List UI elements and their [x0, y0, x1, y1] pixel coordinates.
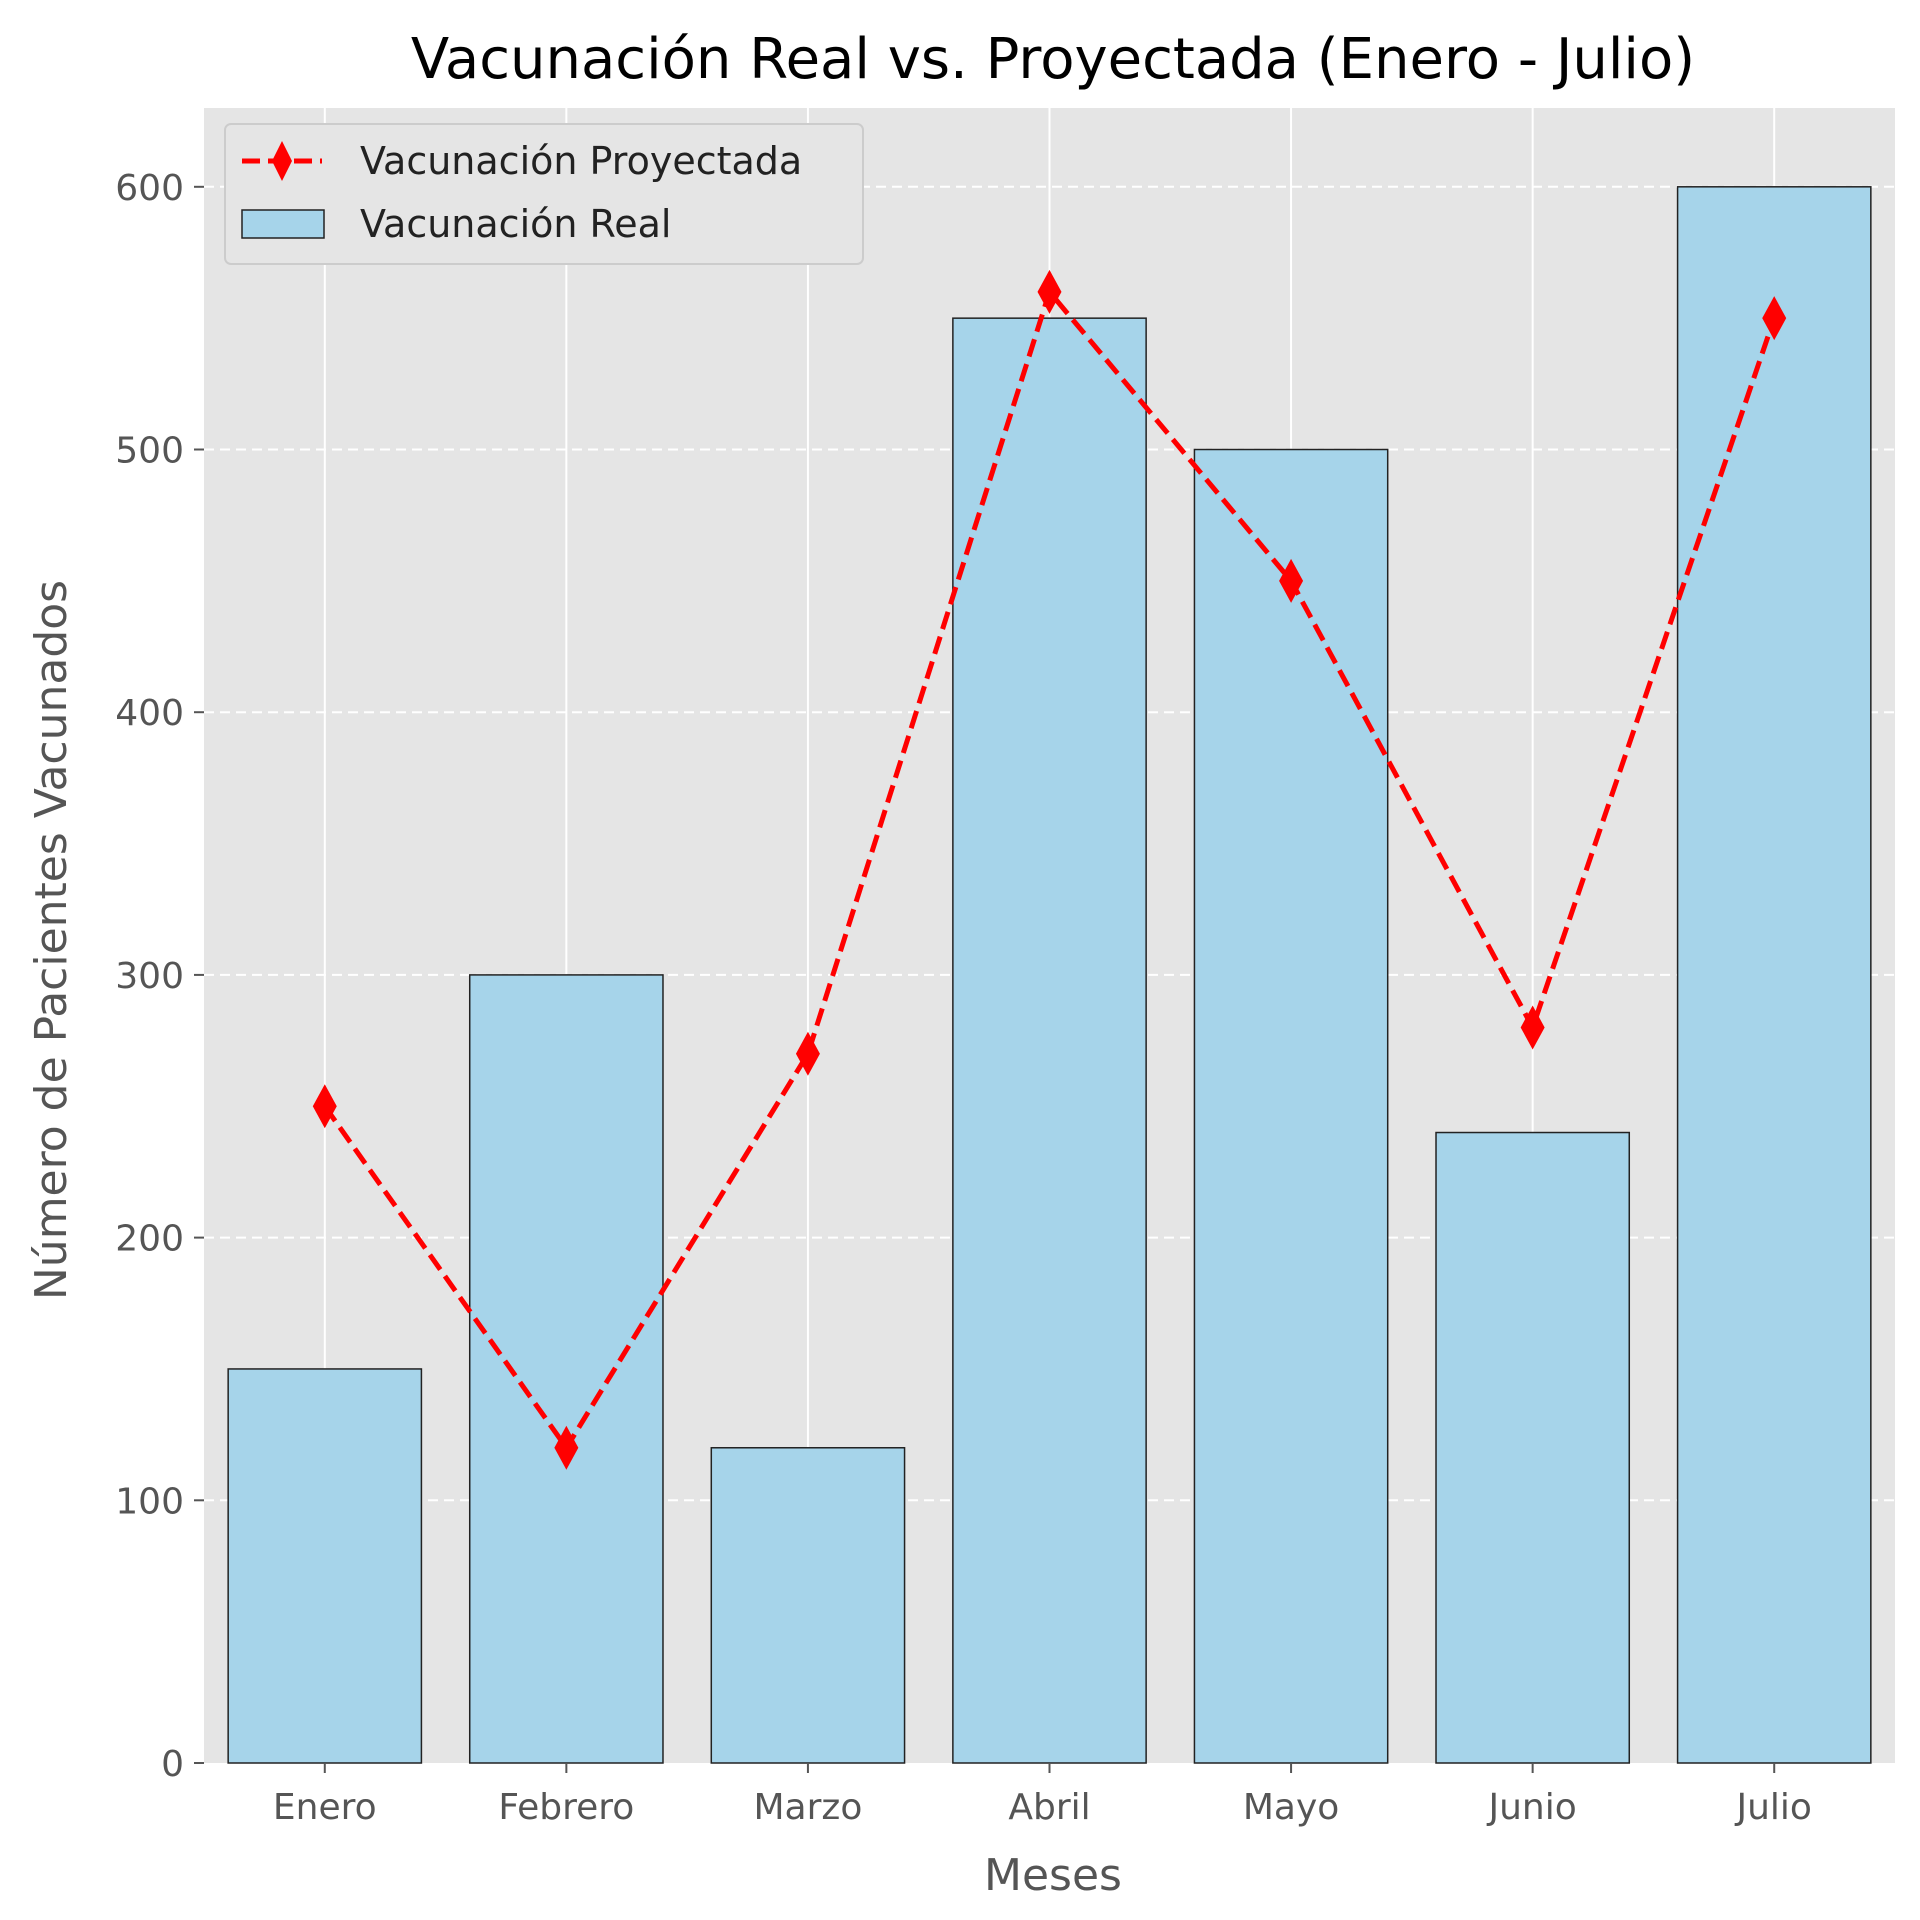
- bar: [227, 1368, 423, 1764]
- y-tick-label: 500: [115, 431, 184, 472]
- legend-bar-swatch: [241, 209, 325, 239]
- bar: [468, 974, 664, 1764]
- y-axis-label: Número de Pacientes Vacunados: [26, 580, 77, 1300]
- projected-point: [554, 1425, 579, 1470]
- x-tick-label: Febrero: [498, 1787, 634, 1828]
- x-tick-label: Enero: [273, 1787, 377, 1828]
- x-tick-label: Marzo: [754, 1787, 863, 1828]
- bar: [952, 317, 1147, 1764]
- chart-title: Vacunación Real vs. Proyectada (Enero - …: [411, 27, 1695, 92]
- y-tick-label: 200: [115, 1219, 184, 1260]
- projected-line: [312, 269, 1787, 1470]
- projected-point: [312, 1084, 337, 1129]
- y-tick-label: 0: [161, 1744, 184, 1785]
- bar: [1435, 1131, 1631, 1764]
- y-tick-label: 300: [115, 956, 184, 997]
- legend-label-real: Vacunación Real: [360, 202, 671, 246]
- x-ticks: Enero Febrero Marzo Abril Mayo Junio Julio: [273, 1763, 1812, 1828]
- bar: [1193, 448, 1389, 1764]
- legend: Vacunación Proyectada Vacunación Real: [224, 123, 864, 265]
- y-ticks: 0 100 200 300 400 500 600: [115, 168, 204, 1785]
- y-tick-label: 600: [115, 168, 184, 209]
- bar: [1676, 186, 1872, 1764]
- projected-point: [795, 1031, 820, 1076]
- bar: [710, 1447, 906, 1764]
- x-axis-label: Meses: [984, 1850, 1122, 1901]
- projected-point: [1279, 558, 1304, 603]
- projected-point: [1520, 1005, 1545, 1050]
- projected-point: [1762, 296, 1787, 341]
- bars: [227, 186, 1872, 1764]
- y-tick-label: 400: [115, 693, 184, 734]
- legend-box: [224, 123, 864, 265]
- x-tick-label: Mayo: [1243, 1787, 1339, 1828]
- x-tick-label: Abril: [1008, 1787, 1090, 1828]
- y-tick-label: 100: [115, 1481, 184, 1522]
- x-tick-label: Julio: [1734, 1787, 1811, 1828]
- legend-diamond-marker: [272, 141, 292, 181]
- x-tick-label: Junio: [1487, 1787, 1577, 1828]
- projected-point: [1037, 269, 1062, 314]
- legend-label-projected: Vacunación Proyectada: [360, 139, 802, 183]
